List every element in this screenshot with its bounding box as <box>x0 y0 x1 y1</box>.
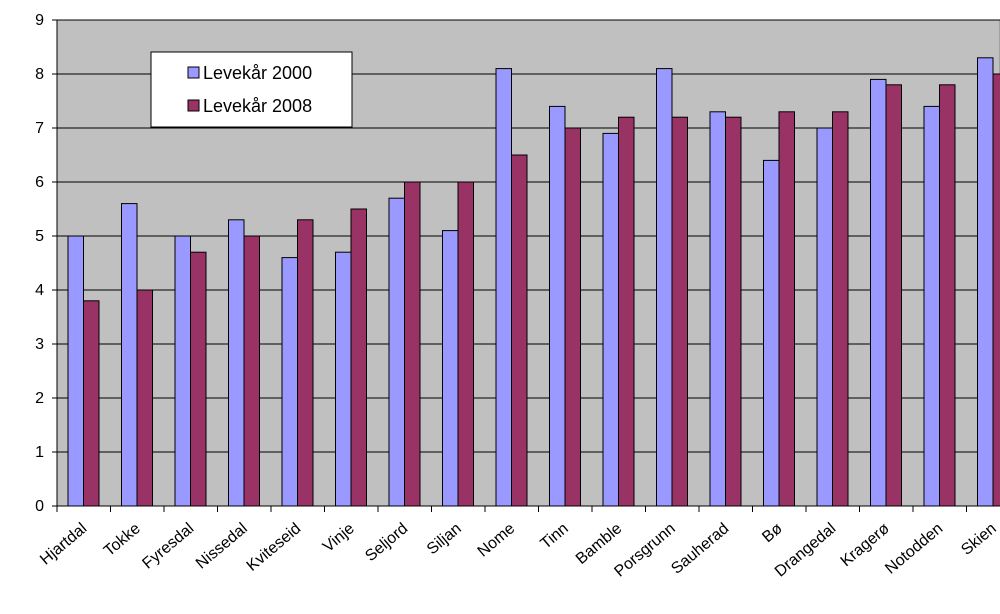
bar-2000-skien <box>977 57 994 507</box>
bar-2008-tinn <box>564 127 581 507</box>
y-tick-label: 7 <box>35 120 44 137</box>
x-tick-label: Kviteseid <box>244 520 305 575</box>
y-tick-label: 0 <box>35 498 44 515</box>
bar-2008-hjartdal <box>83 300 100 507</box>
bar-2000-kragerø <box>870 78 887 507</box>
x-tick-label: Fyresdal <box>139 520 197 572</box>
bar-2000-notodden <box>923 105 940 507</box>
bars <box>67 57 1000 507</box>
bar-2000-nissedal <box>228 219 245 507</box>
bar-2000-bø <box>763 159 780 507</box>
bar-2000-drangedal <box>816 127 833 507</box>
bar-2008-kviteseid <box>297 219 314 507</box>
bar-2000-tokke <box>121 203 138 507</box>
y-ticks: 0 1 2 3 4 5 6 7 8 9 <box>35 12 57 515</box>
bar-2008-nissedal <box>243 235 260 507</box>
y-tick-label: 2 <box>35 390 44 407</box>
bar-2008-fyresdal <box>190 251 207 507</box>
y-tick-label: 3 <box>35 336 44 353</box>
bar-2000-fyresdal <box>174 235 191 507</box>
legend-label-2008: Levekår 2008 <box>203 96 312 116</box>
x-tick-label: Bø <box>759 520 786 546</box>
bar-2000-nome <box>495 68 512 507</box>
x-tick-label: Seljord <box>362 520 411 565</box>
bar-2000-porsgrunn <box>656 68 673 507</box>
bar-2008-seljord <box>404 181 421 507</box>
bar-2000-seljord <box>388 197 405 507</box>
bar-2000-hjartdal <box>67 235 84 507</box>
bar-2008-siljan <box>457 181 474 507</box>
bar-2008-nome <box>511 154 528 507</box>
bar-2008-notodden <box>939 84 956 507</box>
legend-box <box>150 51 353 128</box>
y-tick-label: 1 <box>35 444 44 461</box>
x-tick-label: Tinn <box>538 520 572 553</box>
y-tick-label: 4 <box>35 282 44 299</box>
bar-2008-bamble <box>618 116 635 507</box>
x-tick-label: Nissedal <box>193 520 251 572</box>
legend-label-2000: Levekår 2000 <box>203 63 312 83</box>
y-tick-label: 8 <box>35 66 44 83</box>
legend: Levekår 2000 Levekår 2008 <box>150 51 353 128</box>
bar-2008-sauherad <box>725 116 742 507</box>
bar-2008-vinje <box>350 208 367 507</box>
bar-2000-sauherad <box>709 111 726 507</box>
bar-2000-bamble <box>602 132 619 507</box>
bar-2008-porsgrunn <box>671 116 688 507</box>
bar-2008-kragerø <box>885 84 902 507</box>
legend-swatch-2008 <box>187 99 200 112</box>
x-tick-label: Siljan <box>424 520 465 558</box>
x-tick-label: Nome <box>475 520 519 561</box>
bar-2008-drangedal <box>832 111 849 507</box>
legend-swatch-2000 <box>187 66 200 79</box>
x-tick-label: Bamble <box>573 520 626 568</box>
bar-2000-vinje <box>335 251 352 507</box>
bar-2008-skien <box>992 73 1000 507</box>
bar-2008-bø <box>778 111 795 507</box>
x-tick-label: Skien <box>958 520 1000 559</box>
x-tick-label: Tokke <box>101 520 144 560</box>
bar-2000-siljan <box>442 230 459 507</box>
x-tick-label: Sauherad <box>668 520 732 578</box>
bar-2000-tinn <box>549 105 566 507</box>
bar-2008-tokke <box>136 289 153 507</box>
x-tick-label: Notodden <box>882 520 946 578</box>
y-tick-label: 6 <box>35 174 44 191</box>
y-tick-label: 5 <box>35 228 44 245</box>
y-tick-label: 9 <box>35 12 44 29</box>
x-tick-label: Hjartdal <box>37 520 90 568</box>
bar-2000-kviteseid <box>281 257 298 507</box>
x-tick-label: Vinje <box>320 520 358 556</box>
